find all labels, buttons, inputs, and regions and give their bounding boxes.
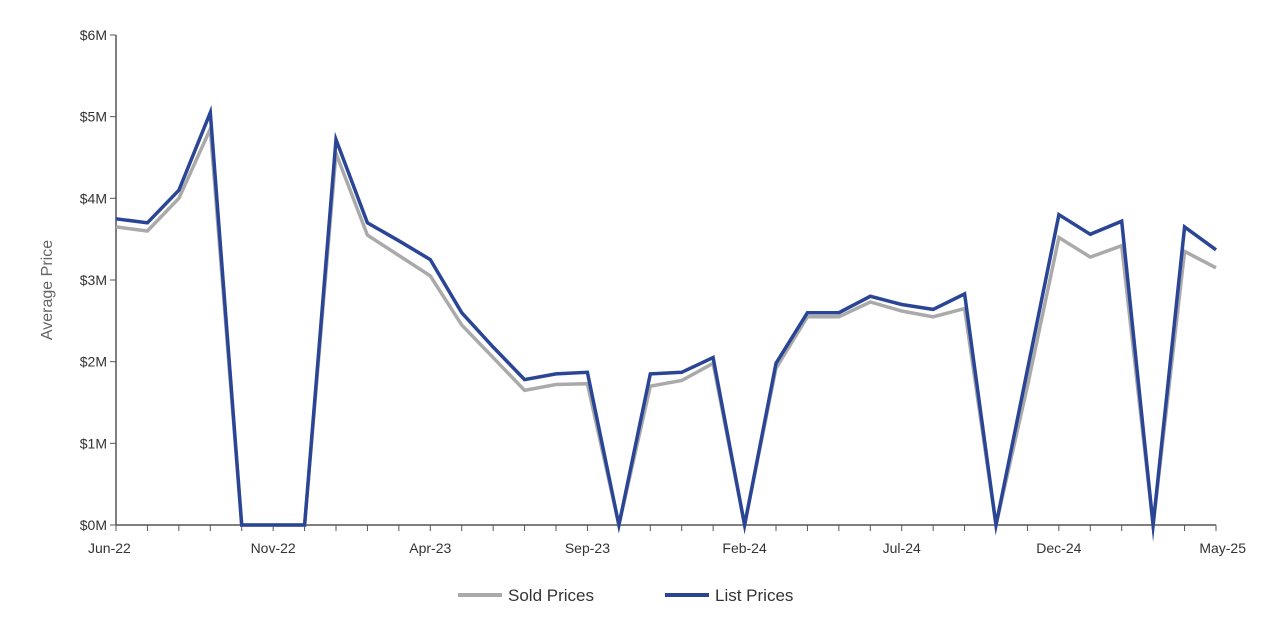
y-axis-title: Average Price [39,240,56,340]
y-tick-label: $0M [80,517,107,533]
x-tick-label: May-25 [1199,540,1246,556]
x-tick-label: Jul-24 [883,540,921,556]
legend: Sold Prices List Prices [458,586,793,605]
y-axis: $0M $1M $2M $3M $4M $5M $6M [80,27,117,533]
x-tick-label: Apr-23 [409,540,451,556]
x-tick-label: Jun-22 [88,540,131,556]
y-tick-label: $3M [80,272,107,288]
x-axis: Jun-22 Nov-22 Apr-23 Sep-23 Feb-24 Jul-24 Dec-… [88,524,1246,556]
y-tick-label: $2M [80,354,107,370]
series-line-sold-prices [115,121,1217,541]
series-line-list-prices [115,105,1218,542]
x-tick-label: Sep-23 [565,540,610,556]
x-tick-label: Feb-24 [722,540,767,556]
y-tick-label: $5M [80,109,107,125]
y-tick-label: $4M [80,190,107,206]
y-tick-label: $6M [80,27,107,43]
x-tick-label: Nov-22 [251,540,296,556]
y-tick-label: $1M [80,435,107,451]
legend-label-list-prices: List Prices [715,586,793,605]
legend-label-sold-prices: Sold Prices [508,586,594,605]
x-tick-label: Dec-24 [1036,540,1081,556]
series-layer [115,105,1218,542]
